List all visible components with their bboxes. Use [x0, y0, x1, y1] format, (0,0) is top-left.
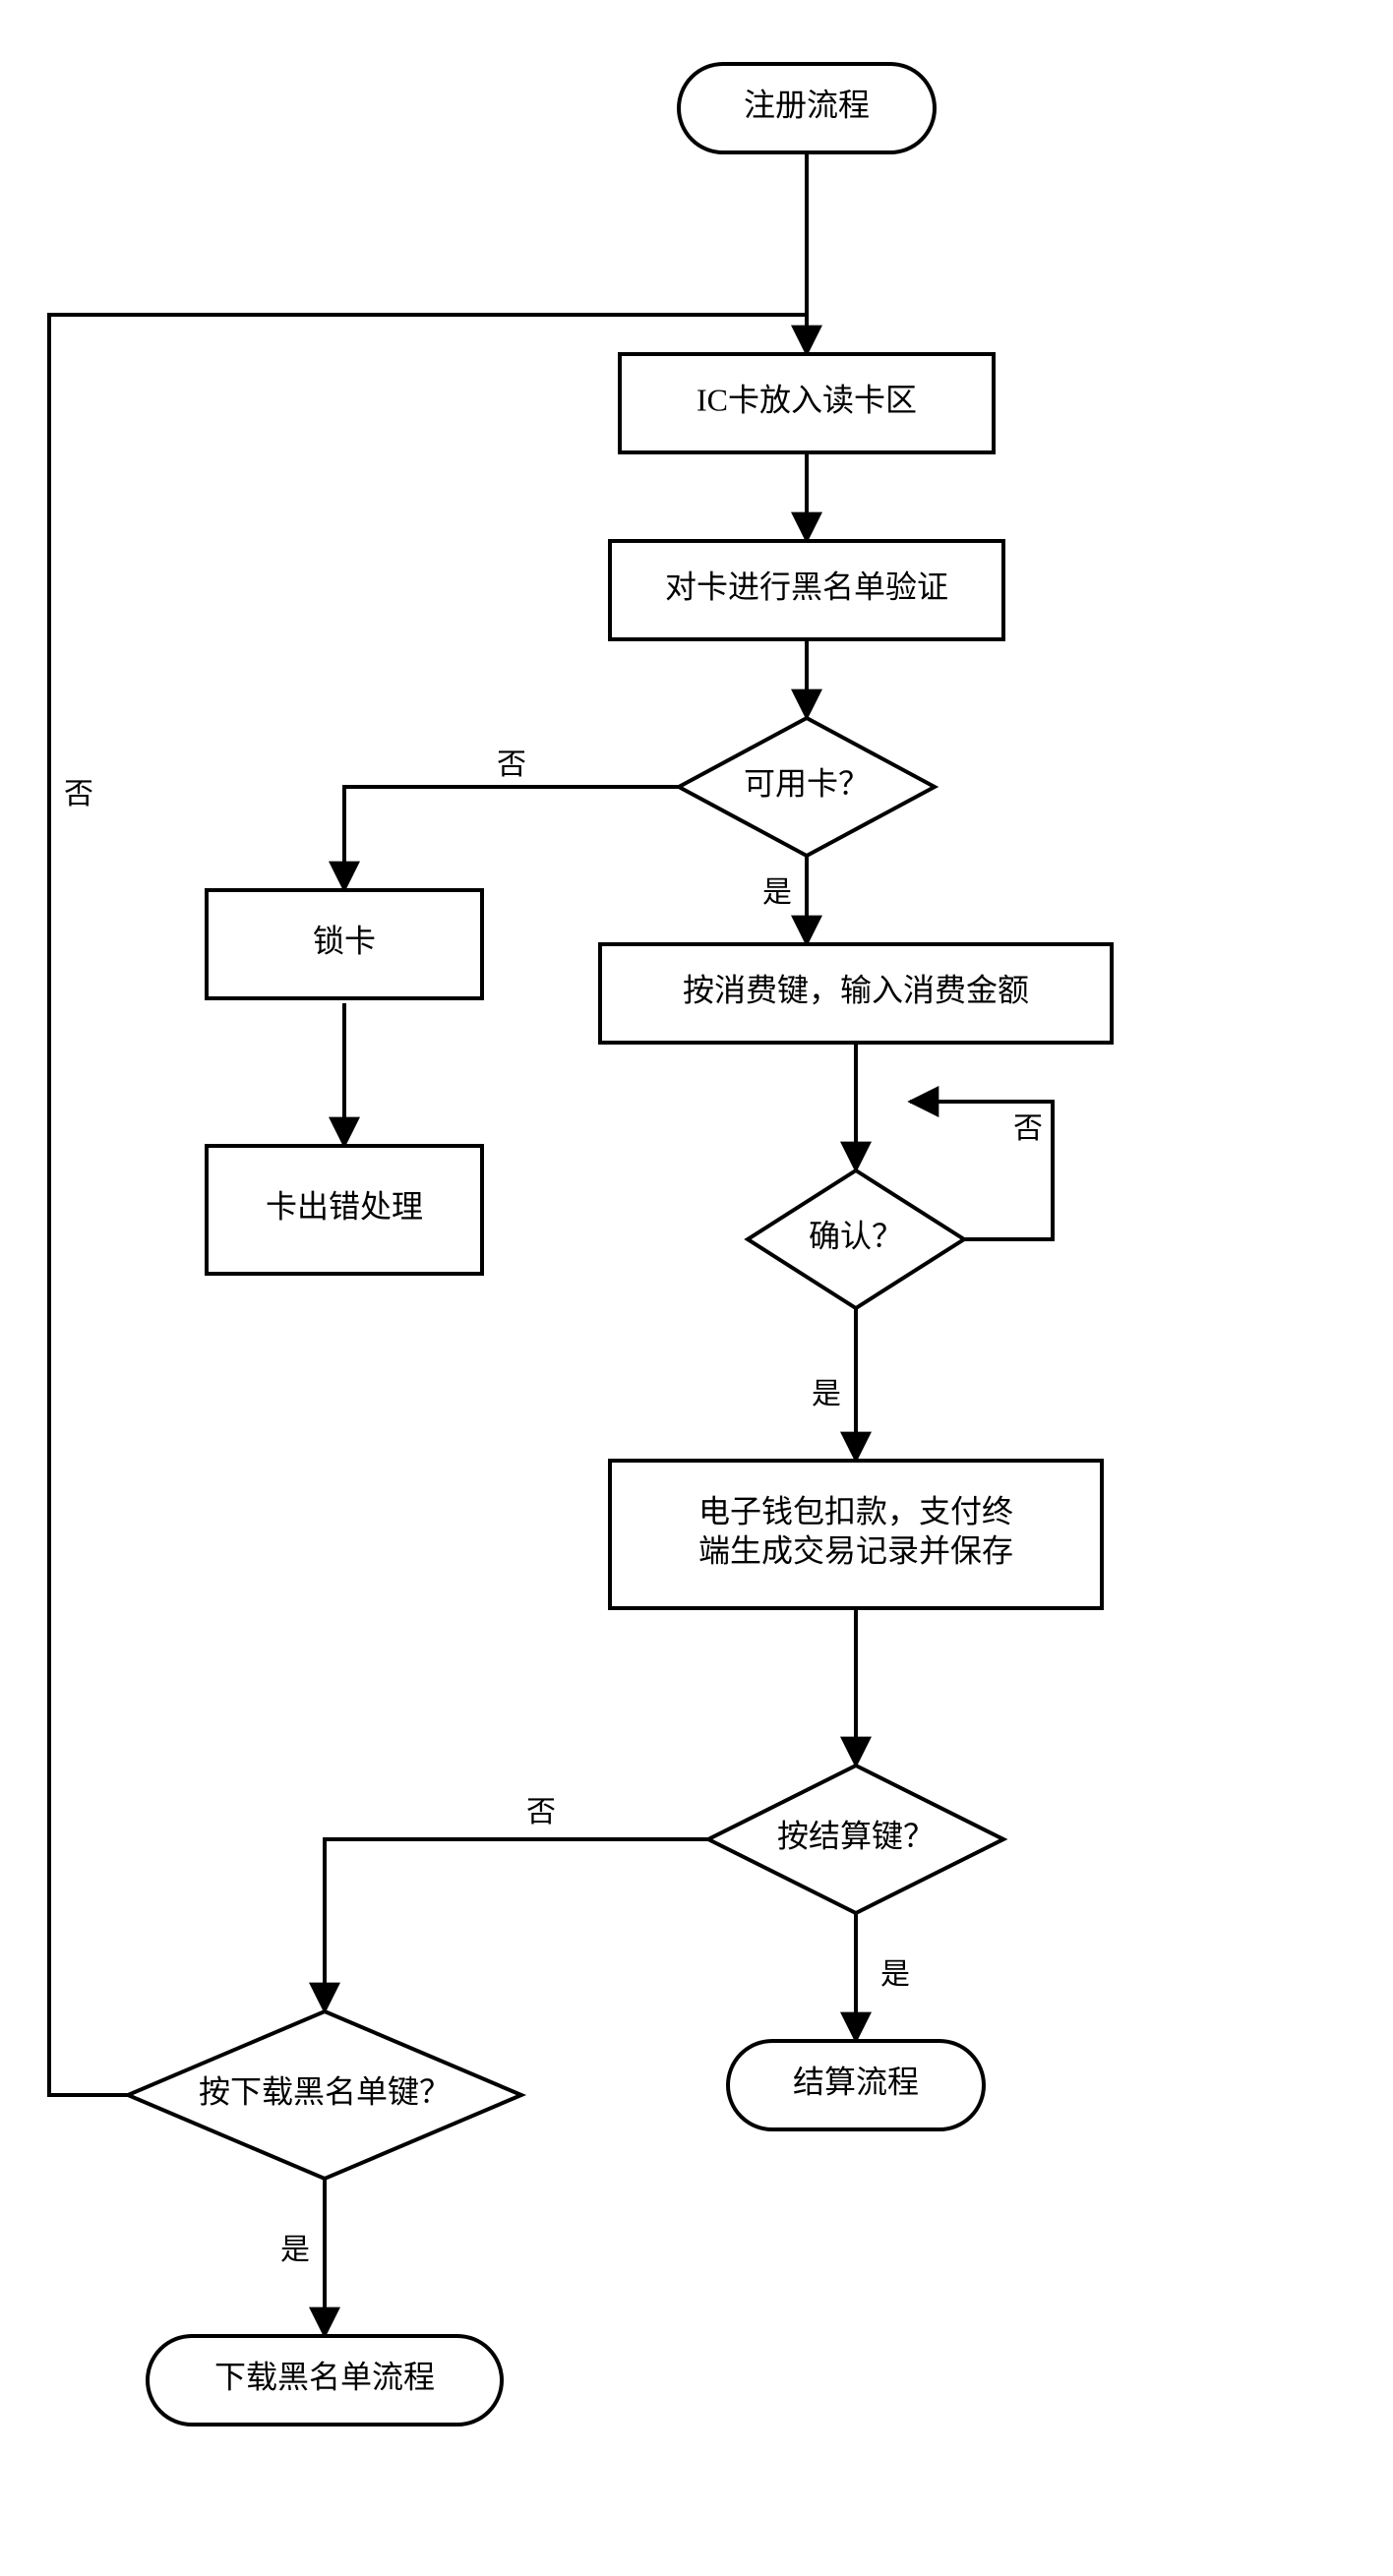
node-start: 注册流程	[679, 64, 935, 152]
node-p2: 对卡进行黑名单验证	[610, 541, 1003, 639]
node-d3: 按结算键？	[708, 1766, 1003, 1913]
node-err: 卡出错处理	[207, 1146, 482, 1274]
node-lock: 锁卡	[207, 890, 482, 998]
node-label-p1: IC卡放入读卡区	[696, 382, 917, 417]
edge-d1-lock	[344, 787, 679, 890]
node-label-end1: 结算流程	[793, 2064, 919, 2099]
node-d4: 按下载黑名单键？	[128, 2011, 521, 2179]
edge-label-d2-p4: 是	[812, 1378, 841, 1410]
node-label-d4: 按下载黑名单键？	[199, 2073, 451, 2109]
node-d1: 可用卡？	[679, 718, 935, 856]
node-label-p2: 对卡进行黑名单验证	[665, 569, 948, 604]
node-label-end2: 下载黑名单流程	[214, 2359, 435, 2394]
edge-label-d1-lock: 否	[497, 749, 526, 781]
node-label-p4-1: 端生成交易记录并保存	[698, 1532, 1013, 1568]
node-label-lock: 锁卡	[313, 923, 376, 958]
node-label-start: 注册流程	[744, 87, 870, 122]
node-label-p3: 按消费键，输入消费金额	[683, 972, 1029, 1007]
node-d2: 确认？	[748, 1170, 964, 1308]
node-label-d3: 按结算键？	[777, 1818, 935, 1853]
edge-label-d2-d2b: 否	[1013, 1112, 1043, 1145]
node-p1: IC卡放入读卡区	[620, 354, 994, 452]
edge-label-d1-p3: 是	[762, 876, 792, 909]
edge-label-d4-end2: 是	[280, 2234, 310, 2266]
node-label-d1: 可用卡？	[744, 765, 870, 801]
node-end2: 下载黑名单流程	[148, 2336, 502, 2425]
flowchart-svg: 是否是否是否是否注册流程IC卡放入读卡区对卡进行黑名单验证可用卡？锁卡卡出错处理…	[0, 0, 1393, 2576]
node-p3: 按消费键，输入消费金额	[600, 944, 1112, 1043]
edge-label-d4-loop: 否	[64, 778, 93, 810]
edge-label-d3-end1: 是	[880, 1958, 910, 1991]
edge-d3-d4	[325, 1839, 708, 2011]
node-p4: 电子钱包扣款，支付终端生成交易记录并保存	[610, 1461, 1102, 1608]
flowchart-container: 是否是否是否是否注册流程IC卡放入读卡区对卡进行黑名单验证可用卡？锁卡卡出错处理…	[0, 0, 1393, 2576]
node-label-p4-0: 电子钱包扣款，支付终	[698, 1493, 1013, 1528]
node-end1: 结算流程	[728, 2041, 984, 2129]
edge-label-d3-d4: 否	[526, 1796, 556, 1828]
node-label-err: 卡出错处理	[266, 1188, 423, 1224]
node-label-d2: 确认？	[809, 1218, 903, 1253]
